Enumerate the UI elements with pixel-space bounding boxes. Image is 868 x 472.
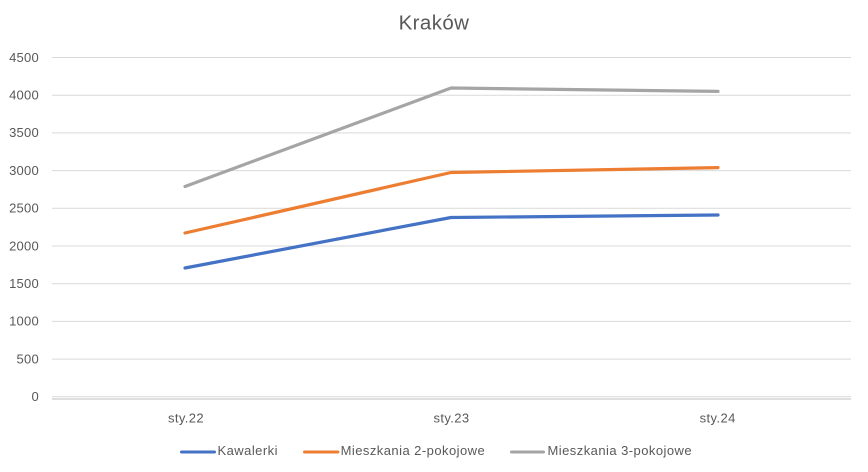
svg-text:sty.24: sty.24 (700, 411, 736, 426)
svg-text:1500: 1500 (9, 276, 39, 291)
svg-text:0: 0 (32, 389, 39, 404)
svg-text:4500: 4500 (9, 50, 39, 65)
svg-text:Mieszkania 3-pokojowe: Mieszkania 3-pokojowe (548, 443, 693, 458)
svg-text:Kawalerki: Kawalerki (218, 443, 278, 458)
svg-text:4000: 4000 (9, 88, 39, 103)
svg-text:Mieszkania 2-pokojowe: Mieszkania 2-pokojowe (341, 443, 486, 458)
svg-text:3500: 3500 (9, 125, 39, 140)
svg-text:Kraków: Kraków (399, 12, 470, 35)
svg-text:500: 500 (17, 351, 39, 366)
svg-text:2500: 2500 (9, 201, 39, 216)
svg-text:1000: 1000 (9, 314, 39, 329)
svg-text:3000: 3000 (9, 163, 39, 178)
svg-text:sty.22: sty.22 (168, 411, 204, 426)
svg-text:2000: 2000 (9, 238, 39, 253)
svg-text:sty.23: sty.23 (433, 411, 469, 426)
